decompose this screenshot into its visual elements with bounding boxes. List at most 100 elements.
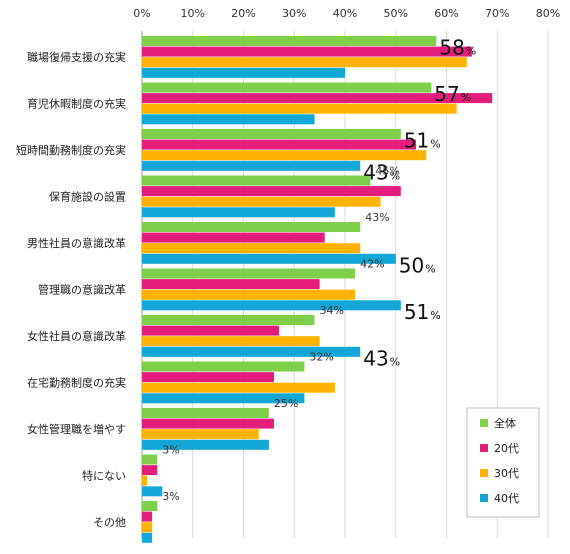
bar [142,36,437,46]
category-label: 育児休暇制度の充実 [27,97,126,111]
bar [142,475,148,486]
bar [142,103,457,114]
bar [142,279,320,290]
bar [142,268,356,279]
legend-box [466,407,540,518]
bar [142,175,371,186]
bar [142,454,158,465]
bar [142,532,153,543]
data-label: 51 [404,300,429,324]
data-label: 3% [162,490,179,503]
x-tick-label: 60% [434,7,458,20]
data-label: 42% [360,258,384,271]
data-label-unit: % [390,169,400,182]
category-labels: 職場復帰支援の充実育児休暇制度の充実短時間勤務制度の充実保育施設の設置男性社員の… [16,50,126,529]
bar [142,439,269,450]
bar [142,67,345,78]
legend-label: 40代 [494,492,519,505]
data-label: 3% [162,444,179,457]
category-label: 保育施設の設置 [49,190,126,204]
bar [142,465,158,476]
data-label: 43 [363,346,388,370]
data-label: 32% [309,351,333,364]
category-label: 女性社員の意識改革 [27,329,126,343]
data-label-unit: % [425,262,435,275]
bar [142,196,381,207]
bar [142,82,432,93]
bar [142,501,158,511]
bar [142,232,325,243]
bar [142,382,335,393]
bar [142,253,396,264]
data-label-unit: % [466,45,476,58]
category-label: 短時間勤務制度の充実 [16,143,126,157]
data-label: 43% [365,211,389,224]
x-tick-label: 80% [536,7,560,20]
x-tick-label: 30% [282,7,306,20]
x-tick-label: 40% [333,7,357,20]
bar [142,315,315,325]
data-label: 43 [363,160,388,184]
category-label: 職場復帰支援の充実 [27,50,126,64]
legend-swatch [480,494,488,502]
legend: 全体 20代 30代 40代 [466,407,540,518]
category-label: その他 [93,516,126,529]
bar [142,511,153,522]
data-label: 34% [320,304,344,317]
legend-label: 全体 [494,416,516,430]
bar [142,408,269,418]
data-label-unit: % [461,91,471,104]
bar [142,186,401,197]
bar [142,418,274,429]
bar [142,222,361,232]
x-tick-label: 50% [384,7,408,20]
category-label: 特にない [82,469,126,483]
bar [142,361,305,372]
x-tick-label: 10% [181,7,205,20]
bar [142,372,274,383]
legend-swatch [480,444,488,452]
bar [142,207,335,218]
bar [142,486,163,497]
bar [142,336,320,347]
bar [142,114,315,125]
data-label: 50 [399,253,424,277]
bar [142,325,280,336]
bar [142,57,467,68]
bar [142,46,472,57]
category-label: 女性管理職を増やす [27,422,126,436]
legend-swatch [480,419,488,427]
legend-label: 20代 [494,442,519,455]
data-label: 45% [375,165,399,178]
bar [142,346,361,357]
legend-label: 30代 [494,467,519,480]
bar [142,160,361,171]
data-labels: 58 %57 %51 %43 %45%43%50 %42%51 %34%43 %32%25%3… [162,36,476,503]
category-label: 在宅勤務制度の充実 [27,376,126,390]
x-axis-ticks: 0% 10% 20% 30% 40% 50% 60% 70% 80% [133,7,560,20]
bar [142,393,305,404]
bar [142,289,356,300]
x-tick-label: 70% [485,7,509,20]
data-label-unit: % [430,309,440,322]
data-label: 25% [274,397,298,410]
x-tick-label: 0% [133,7,150,20]
bar [142,429,259,440]
bar [142,129,401,139]
bar [142,93,493,104]
bar [142,139,417,150]
bar [142,300,401,311]
legend-swatch [480,469,488,477]
data-label: 51 [404,129,429,153]
bar [142,243,361,254]
bar [142,150,427,161]
bar [142,522,153,533]
data-label-unit: % [390,355,400,368]
category-label: 管理職の意識改革 [38,283,126,297]
bars [142,36,493,543]
x-tick-label: 20% [231,7,255,20]
data-label-unit: % [430,138,440,151]
data-label: 57 [434,82,459,106]
category-label: 男性社員の意識改革 [27,236,126,250]
